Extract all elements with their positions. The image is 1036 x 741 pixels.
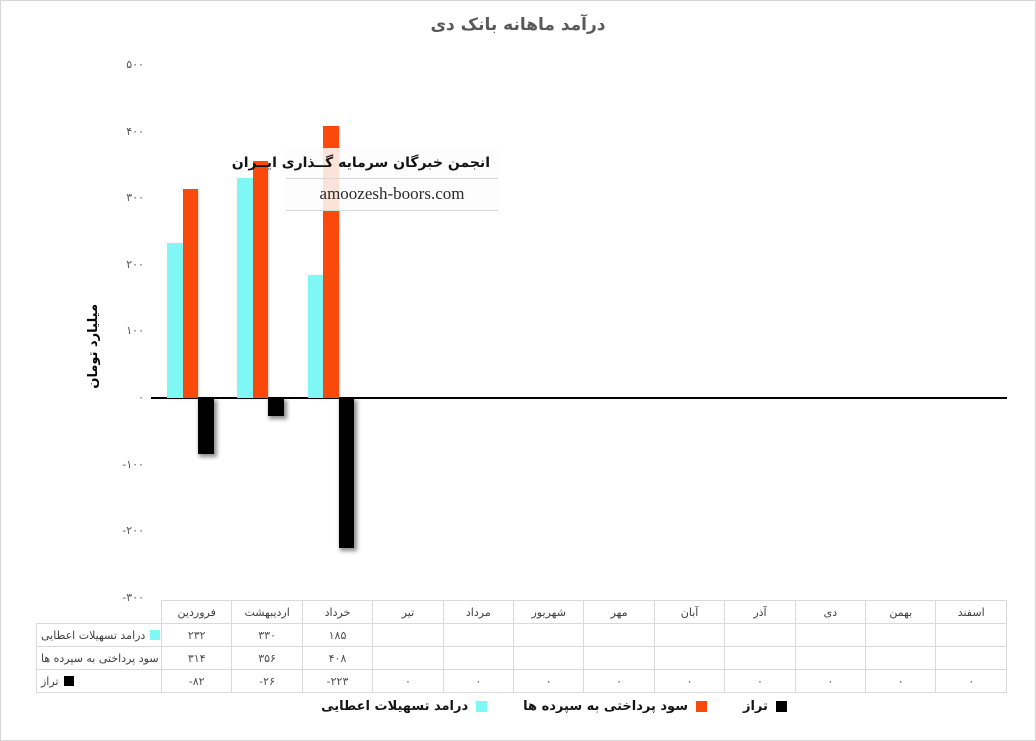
table-value-cell	[865, 623, 937, 647]
bar-series3-month3	[338, 399, 355, 548]
legend-item[interactable]: سود پرداختی به سپرده ها	[523, 699, 707, 714]
bar-series3-month2	[268, 399, 284, 417]
month-header: تیر	[372, 600, 444, 624]
table-value-cell	[724, 623, 796, 647]
table-corner-cell	[37, 601, 162, 624]
table-value-cell	[653, 623, 726, 647]
chart-title: درآمد ماهانه بانک دی	[430, 15, 606, 35]
table-value-cell: ۰	[935, 669, 1007, 693]
month-header: مهر	[583, 600, 655, 624]
table-value-cell	[653, 646, 726, 670]
legend-label: درامد تسهیلات اعطایی	[321, 699, 469, 714]
legend-item[interactable]: درامد تسهیلات اعطایی	[321, 699, 488, 714]
y-tick-label: -۲۰۰	[122, 524, 144, 538]
zero-axis-line	[151, 397, 1007, 399]
table-value-cell	[865, 646, 937, 670]
table-header-row: فروردین اردیبهشت خرداد تیر مرداد شهریور مهر آبا…	[37, 600, 1007, 624]
month-header: فروردین	[160, 600, 233, 624]
series-marker-icon	[150, 629, 161, 640]
table-row: درامد تسهیلات اعطایی ۲۳۲ ۳۳۰ ۱۸۵	[36, 623, 1007, 647]
month-header: آذر	[724, 600, 796, 624]
month-header: خرداد	[301, 600, 374, 624]
series-marker-icon	[63, 675, 74, 686]
watermark-url: amoozesh-boors.com	[319, 184, 465, 203]
series-row-label: تراز	[36, 669, 162, 693]
table-value-cell: ۰	[442, 669, 515, 693]
y-tick-label: -۱۰۰	[122, 457, 144, 471]
legend-label: سود پرداختی به سپرده ها	[523, 699, 688, 714]
table-value-cell	[794, 646, 867, 670]
table-value-cell: ۱۸۵	[301, 623, 374, 647]
table-value-cell: ۳۵۶	[231, 646, 303, 670]
bar-series1-month3	[307, 274, 324, 398]
table-value-cell: -۲۶	[231, 669, 303, 693]
month-header: اسفند	[935, 600, 1007, 624]
series-row-label: سود پرداختی به سپرده ها	[36, 646, 162, 670]
legend-swatch-icon	[695, 701, 707, 712]
table-value-cell	[935, 623, 1007, 647]
table-value-cell	[724, 646, 796, 670]
series-name: درامد تسهیلات اعطایی	[41, 628, 146, 642]
bar-series1-month2	[237, 178, 253, 398]
table-value-cell	[513, 623, 585, 647]
table-value-cell: ۰	[794, 669, 867, 693]
legend: درامد تسهیلات اعطایی سود پرداختی به سپرده…	[1, 699, 1035, 714]
table-value-cell	[935, 646, 1007, 670]
table-value-cell	[583, 623, 655, 647]
table-row: سود پرداختی به سپرده ها ۳۱۴ ۳۵۶ ۴۰۸	[36, 646, 1007, 670]
legend-label: تراز	[742, 699, 768, 714]
table-value-cell	[513, 646, 585, 670]
y-tick-label: ۳۰۰	[126, 191, 144, 205]
y-tick-label: ۲۰۰	[126, 257, 144, 271]
table-value-cell: ۰	[583, 669, 655, 693]
month-header: آبان	[653, 600, 726, 624]
table-value-cell	[372, 646, 444, 670]
table-value-cell	[583, 646, 655, 670]
table-value-cell	[442, 646, 515, 670]
series-row-label: درامد تسهیلات اعطایی	[36, 623, 162, 647]
y-tick-label: ۱۰۰	[126, 324, 144, 338]
table-value-cell: ۴۰۸	[301, 646, 374, 670]
legend-swatch-icon	[476, 701, 488, 712]
table-value-cell: ۰	[865, 669, 937, 693]
legend-swatch-icon	[775, 701, 787, 712]
watermark-text: انجمن خبرگان سرمایه گــذاری ایــران	[231, 155, 490, 171]
series-name: تراز	[41, 674, 59, 688]
watermark-divider	[286, 178, 498, 179]
table-value-cell: ۳۱۴	[160, 646, 233, 670]
table-value-cell: ۰	[653, 669, 726, 693]
y-tick-label: ۰	[138, 391, 144, 404]
table-value-cell: ۰	[513, 669, 585, 693]
series-name: سود پرداختی به سپرده ها	[41, 651, 159, 665]
table-value-cell	[442, 623, 515, 647]
month-header: شهریور	[513, 600, 585, 624]
bar-series2-month2	[252, 160, 269, 398]
month-header: بهمن	[865, 600, 937, 624]
table-value-cell: ۲۳۲	[160, 623, 233, 647]
table-value-cell: -۲۲۳	[301, 669, 374, 693]
bar-series1-month1	[167, 243, 183, 398]
y-axis-title: میلیارد تومان	[86, 304, 101, 389]
table-value-cell: -۸۲	[160, 669, 233, 693]
watermark-divider-bottom	[286, 210, 498, 211]
data-table: فروردین اردیبهشت خرداد تیر مرداد شهریور مهر آبا…	[36, 600, 1007, 693]
bar-series3-month1	[198, 399, 214, 454]
legend-item[interactable]: تراز	[743, 699, 787, 714]
table-value-cell: ۰	[724, 669, 796, 693]
y-tick-label: ۴۰۰	[126, 124, 144, 138]
table-value-cell: ۰	[372, 669, 444, 693]
bar-series2-month1	[182, 188, 198, 398]
table-value-cell	[372, 623, 444, 647]
y-tick-label: ۵۰۰	[126, 57, 144, 71]
table-value-cell	[794, 623, 867, 647]
y-tick-label: -۳۰۰	[122, 590, 144, 604]
month-header: اردیبهشت	[231, 600, 303, 624]
month-header: مرداد	[442, 600, 515, 624]
table-value-cell: ۳۳۰	[231, 623, 303, 647]
month-header: دی	[794, 600, 867, 624]
watermark: انجمن خبرگان سرمایه گــذاری ایــران amoo…	[231, 148, 498, 211]
table-row: تراز -۸۲ -۲۶ -۲۲۳ ۰ ۰ ۰ ۰ ۰ ۰ ۰ ۰ ۰	[36, 669, 1007, 693]
